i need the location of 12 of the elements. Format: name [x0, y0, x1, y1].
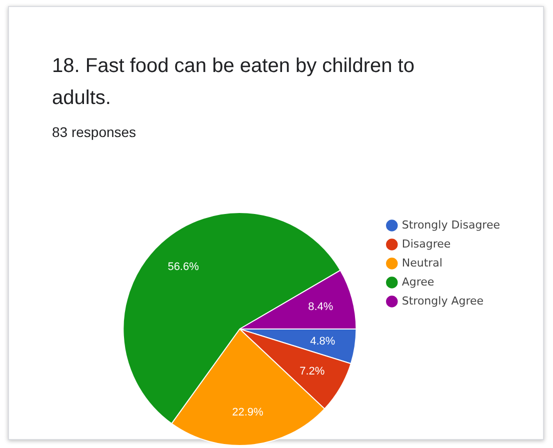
legend-label: Disagree [402, 237, 451, 250]
data-label: 7.2% [300, 365, 325, 378]
data-label: 4.8% [310, 336, 336, 348]
legend-label: Neutral [402, 256, 442, 270]
data-label: 8.4% [308, 301, 334, 314]
legend-label: Agree [402, 275, 434, 288]
data-label: 22.9% [232, 406, 264, 419]
data-label: 56.6% [168, 260, 200, 273]
legend-label: Strongly Disagree [402, 218, 500, 232]
chart-title: 18. Fast food can be eaten by children to adults. [52, 54, 416, 111]
chart-subtitle: 83 responses [52, 124, 136, 140]
legend-label: Strongly Agree [402, 294, 484, 308]
